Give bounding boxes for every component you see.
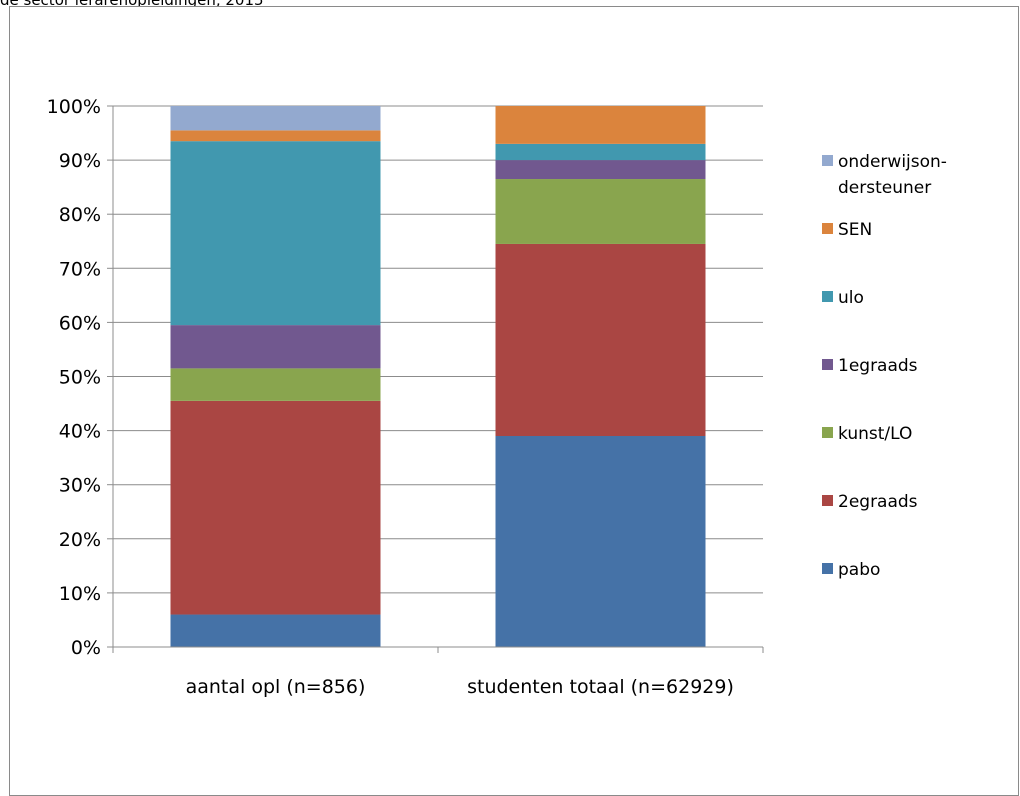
legend-swatch: [822, 155, 833, 166]
y-tick-label: 10%: [59, 583, 101, 605]
chart-caption: de sector lerarenopleidingen, 2015: [0, 0, 264, 9]
bar-segment-1egraads: [170, 325, 381, 369]
stacked-bar-chart: 0% 10% 20% 30% 40% 50% 60% 70% 80% 90% 100% aantal…: [47, 96, 947, 698]
y-tick-label: 90%: [59, 150, 101, 172]
legend: onderwijson-dersteuner SEN ulo 1egraads kuns…: [822, 152, 947, 580]
y-tick-label: 100%: [47, 96, 101, 118]
y-tick-label: 70%: [59, 258, 101, 280]
bar-segment-kunst-lo: [170, 368, 381, 401]
bar-segment-2egraads: [170, 400, 381, 615]
legend-swatch: [822, 427, 833, 438]
legend-label: onderwijson-: [838, 152, 947, 172]
legend-label: 1egraads: [838, 356, 918, 376]
bar-segment-ulo: [495, 143, 706, 161]
y-tick-label: 60%: [59, 312, 101, 334]
y-tick-label: 50%: [59, 367, 101, 389]
y-tick-label: 20%: [59, 529, 101, 551]
legend-label: SEN: [838, 220, 872, 240]
bar-segment-2egraads: [495, 243, 706, 437]
legend-swatch: [822, 223, 833, 234]
legend-label: 2egraads: [838, 492, 918, 512]
y-tick-label: 30%: [59, 475, 101, 497]
legend-swatch: [822, 495, 833, 506]
y-tick-label: 0%: [71, 637, 101, 659]
legend-label: kunst/LO: [838, 424, 912, 444]
y-tick-label: 40%: [59, 421, 101, 443]
bars: [170, 106, 706, 647]
x-axis: aantal opl (n=856) studenten totaal (n=62…: [112, 646, 764, 698]
bar-segment-onderwijsondersteuner: [170, 106, 381, 131]
y-axis: 0% 10% 20% 30% 40% 50% 60% 70% 80% 90% 100%: [47, 96, 114, 659]
legend-swatch: [822, 563, 833, 574]
y-tick-label: 80%: [59, 204, 101, 226]
bar-segment-sen: [495, 106, 706, 144]
bar-segment-pabo: [495, 436, 706, 647]
bar-segment-pabo: [170, 614, 381, 647]
legend-label: dersteuner: [838, 178, 931, 198]
legend-swatch: [822, 291, 833, 302]
bar-segment-sen: [170, 130, 381, 142]
legend-swatch: [822, 359, 833, 370]
legend-label: pabo: [838, 560, 880, 580]
bar-segment-ulo: [170, 141, 381, 326]
bar-segment-1egraads: [495, 160, 706, 180]
bar-segment-kunst-lo: [495, 179, 706, 244]
x-category-label: studenten totaal (n=62929): [467, 676, 734, 698]
legend-label: ulo: [838, 288, 864, 308]
x-category-label: aantal opl (n=856): [186, 676, 366, 698]
